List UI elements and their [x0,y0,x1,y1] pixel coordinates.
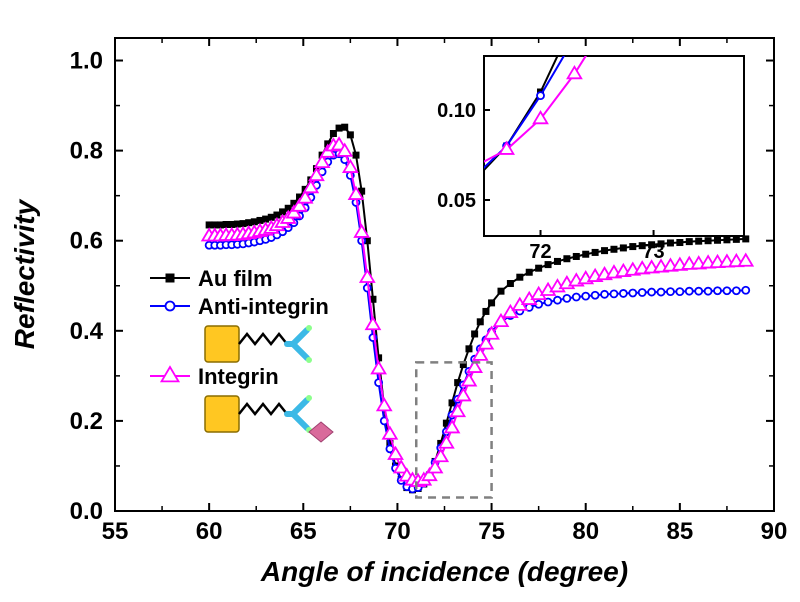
svg-text:0.2: 0.2 [70,408,103,435]
svg-text:55: 55 [102,518,129,545]
svg-text:Reflectivity: Reflectivity [9,198,40,349]
svg-text:85: 85 [667,518,694,545]
svg-text:0.8: 0.8 [70,138,103,165]
svg-text:0.10: 0.10 [437,100,476,122]
svg-text:0.6: 0.6 [70,228,103,255]
svg-text:Au film: Au film [198,266,273,291]
svg-text:73: 73 [642,241,664,263]
svg-text:Integrin: Integrin [198,364,279,389]
chart-figure: 55 60 65 70 75 80 85 90 0.0 0.2 0.4 0.6 0.8 1.0 Angle … [0,0,800,597]
svg-text:0.4: 0.4 [70,318,104,345]
svg-text:72: 72 [529,241,551,263]
svg-text:Angle of incidence (degree): Angle of incidence (degree) [260,556,628,587]
svg-text:1.0: 1.0 [70,48,103,75]
chart-svg: 55 60 65 70 75 80 85 90 0.0 0.2 0.4 0.6 0.8 1.0 Angle … [0,0,800,597]
svg-text:90: 90 [761,518,788,545]
svg-text:60: 60 [196,518,223,545]
svg-text:0.0: 0.0 [70,498,103,525]
svg-text:65: 65 [290,518,317,545]
legend: Au film Anti-integrin Integrin [150,266,333,442]
svg-text:0.05: 0.05 [437,190,476,212]
svg-text:Anti-integrin: Anti-integrin [198,294,329,319]
svg-text:80: 80 [572,518,599,545]
svg-text:70: 70 [384,518,411,545]
svg-text:75: 75 [478,518,505,545]
